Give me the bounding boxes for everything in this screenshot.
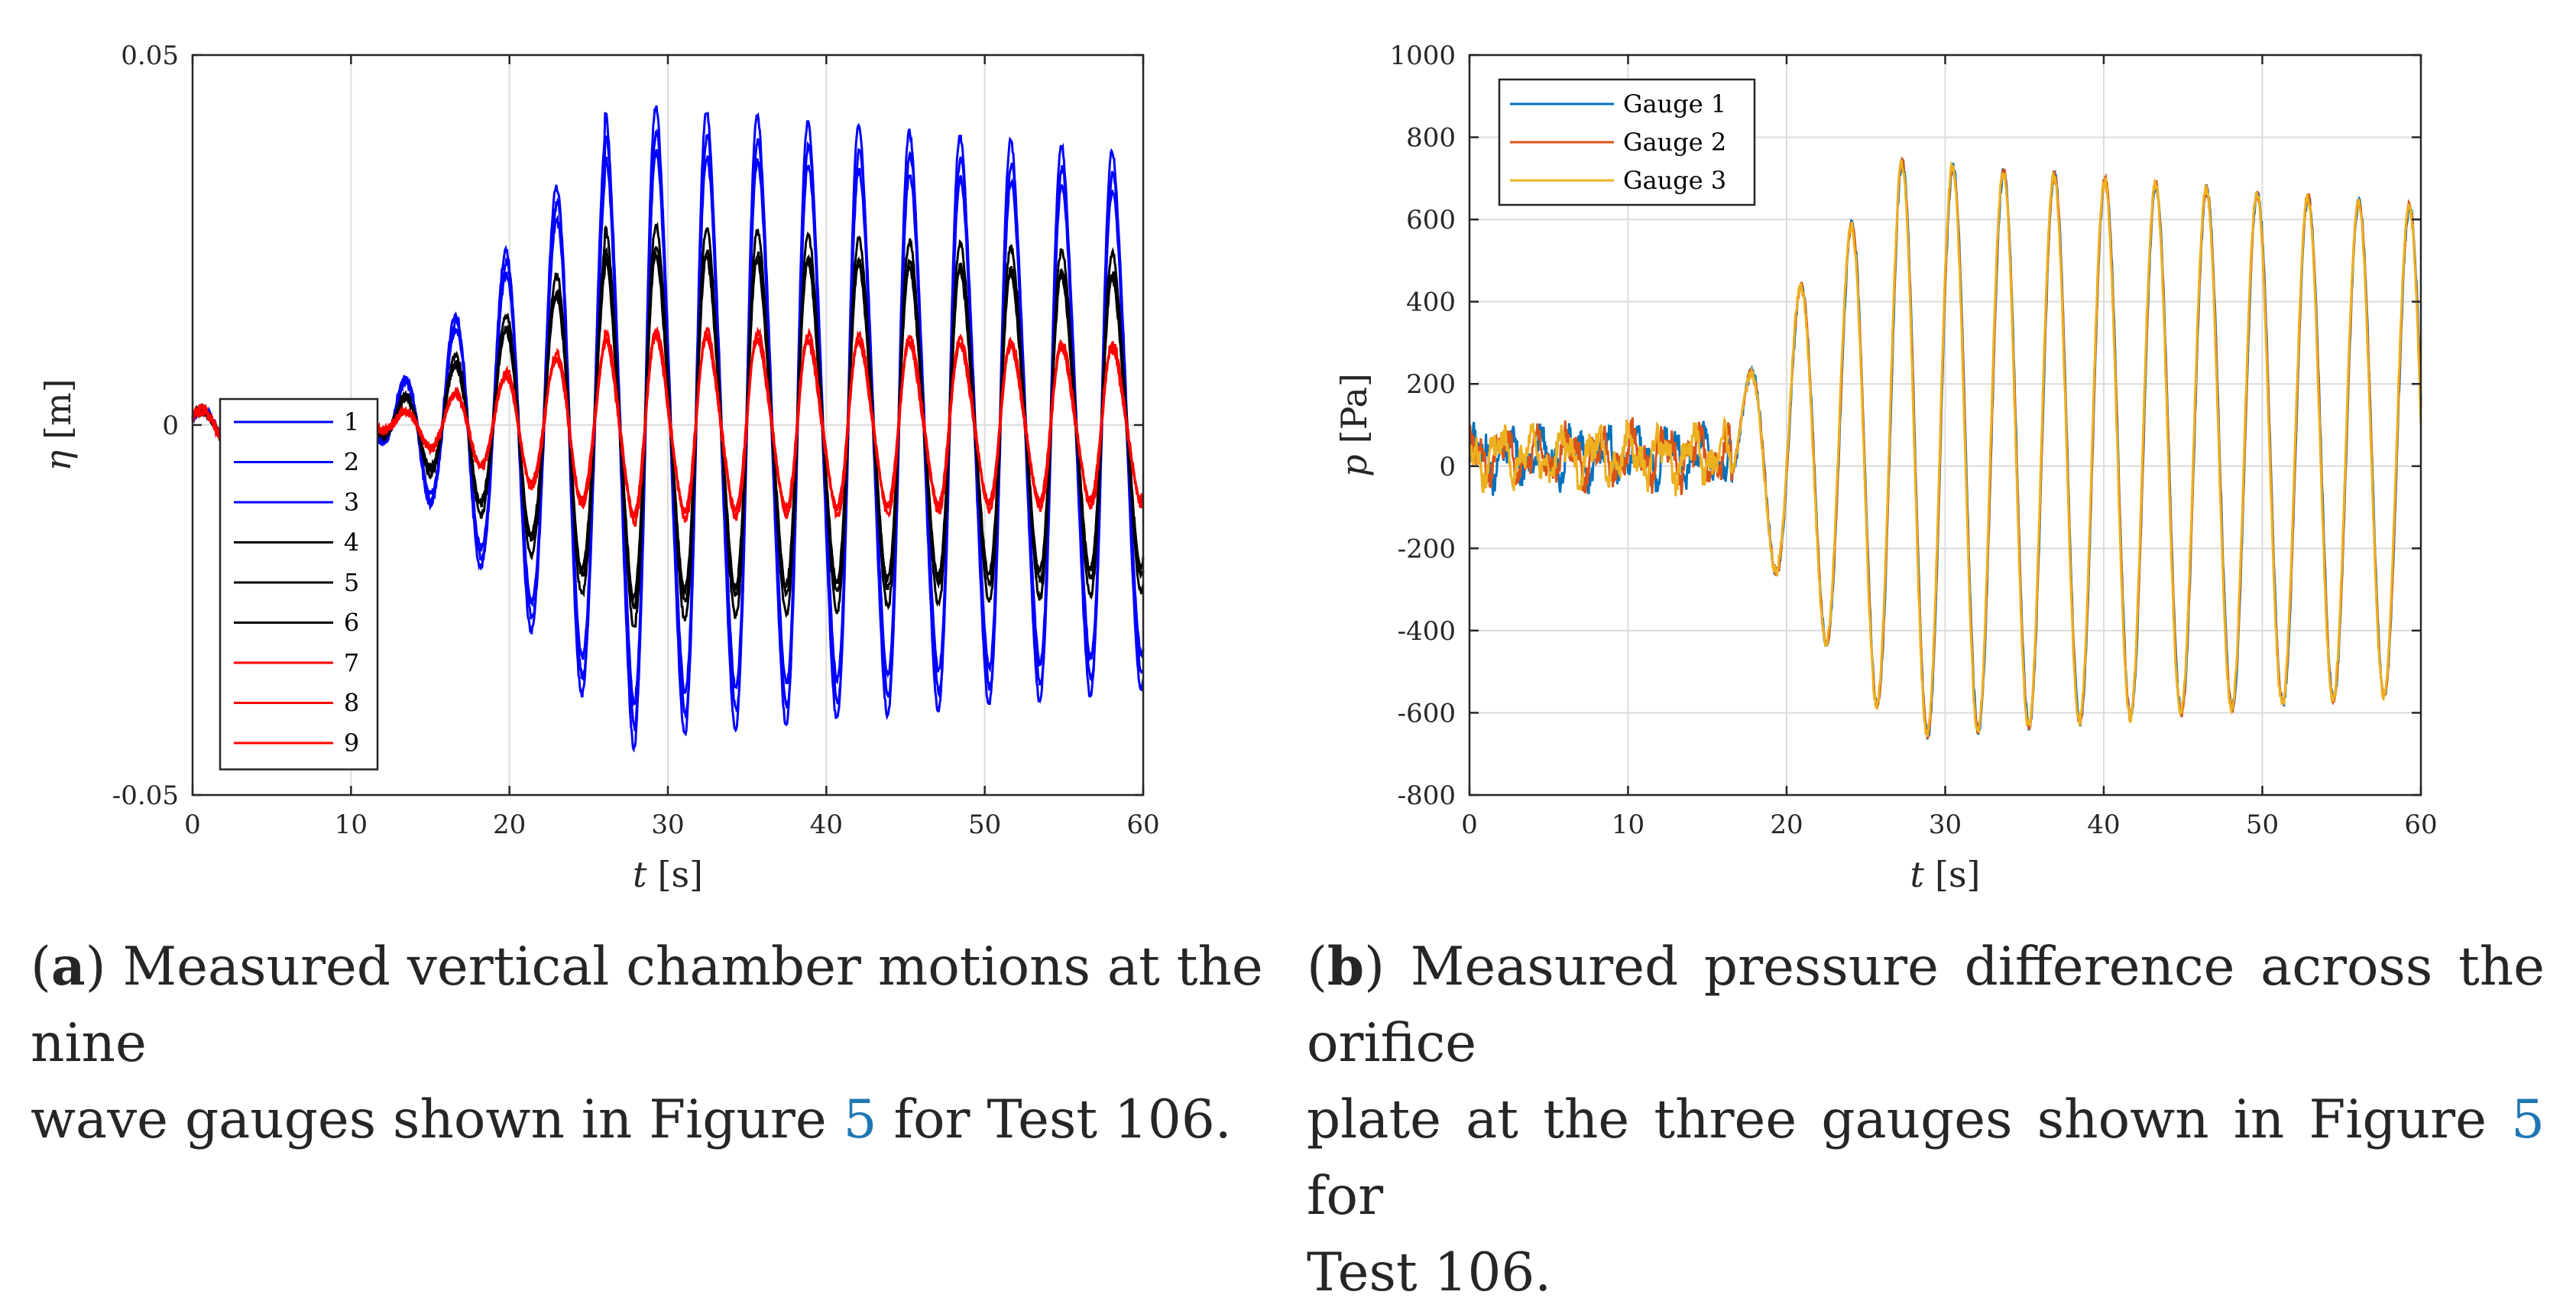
chart-a-y-axis-label: η[m]: [37, 378, 79, 471]
caption-b: (b) Measured pressure difference across …: [1307, 936, 2545, 1303]
x-tick-label: 20: [1770, 810, 1803, 840]
x-tick-label: 30: [651, 810, 684, 840]
legend-label-7: 7: [344, 648, 359, 677]
y-tick-label: 800: [1406, 123, 1456, 154]
y-tick-label: 0: [1439, 452, 1456, 482]
y-tick-label: 0: [162, 410, 179, 441]
legend-label-1: 1: [344, 407, 359, 436]
caption-b-line3: Test 106.: [1307, 1242, 1552, 1303]
chart-b-ticks: 0 10 20 30 40 50 60 -800 -600 -400 -200 0 200 400 600 8…: [1389, 41, 2437, 840]
x-tick-label: 40: [810, 810, 843, 840]
legend-label-gauge-2: Gauge 2: [1623, 128, 1726, 157]
x-tick-label: 30: [1929, 810, 1962, 840]
x-tick-label: 60: [2404, 810, 2437, 840]
y-tick-label: -800: [1398, 780, 1456, 811]
y-tick-label: 400: [1406, 287, 1456, 318]
legend-label-8: 8: [344, 689, 359, 718]
caption-a-label: a: [50, 936, 86, 998]
x-tick-label: 20: [493, 810, 526, 840]
x-tick-label: 50: [968, 810, 1001, 840]
x-tick-label: 50: [2246, 810, 2279, 840]
legend-label-2: 2: [344, 448, 359, 477]
x-tick-label: 10: [1612, 810, 1644, 840]
caption-a: (a) Measured vertical chamber motions at…: [31, 936, 1263, 1150]
legend-box: [219, 398, 379, 771]
series-line-gauge-3: [1468, 159, 2422, 738]
legend-label-6: 6: [344, 608, 359, 638]
x-tick-label: 10: [335, 810, 368, 840]
chart-b-y-axis-label: p[Pa]: [1333, 373, 1375, 477]
x-tick-label: 60: [1126, 810, 1159, 840]
legend-label-3: 3: [344, 488, 359, 517]
legend-label-gauge-1: Gauge 1: [1623, 89, 1726, 118]
legend-label-5: 5: [344, 568, 359, 597]
y-tick-label: -200: [1398, 534, 1456, 564]
y-tick-label: -400: [1398, 616, 1456, 647]
legend-label-9: 9: [344, 729, 359, 758]
y-tick-label: -600: [1398, 698, 1456, 729]
chart-a-legend: 1 2 3 4 5 6 7 8 9: [219, 398, 379, 771]
caption-a-line2-end: for Test 106.: [876, 1089, 1232, 1150]
y-tick-label: 1000: [1389, 41, 1456, 71]
chart-b-series: [1468, 156, 2422, 740]
legend-label-4: 4: [344, 528, 359, 557]
caption-a-line2: wave gauges shown in Figure: [31, 1089, 844, 1150]
caption-b-line1: Measured pressure difference across the …: [1307, 936, 2545, 1074]
y-tick-label: 200: [1406, 369, 1456, 400]
chart-a-x-axis-label: t [s]: [633, 854, 703, 895]
chart-b-legend: Gauge 1 Gauge 2 Gauge 3: [1498, 78, 1756, 206]
y-tick-label: 600: [1406, 205, 1456, 235]
chart-b-x-axis-label: t [s]: [1910, 854, 1981, 895]
y-tick-label: 0.05: [121, 41, 179, 71]
chart-b: 0 10 20 30 40 50 60 -800 -600 -400 -200 0 200 400 600 8…: [1333, 41, 2438, 895]
legend-label-gauge-3: Gauge 3: [1623, 166, 1726, 195]
x-tick-label: 40: [2087, 810, 2120, 840]
caption-b-line2-end: for: [1307, 1166, 1384, 1227]
x-tick-label: 0: [184, 810, 201, 840]
caption-a-figure-link[interactable]: 5: [843, 1089, 877, 1150]
caption-a-line1: Measured vertical chamber motions at the…: [31, 936, 1263, 1074]
x-tick-label: 0: [1461, 810, 1478, 840]
y-tick-label: -0.05: [112, 780, 179, 811]
caption-b-line2: plate at the three gauges shown in Figur…: [1307, 1089, 2512, 1150]
caption-b-figure-link[interactable]: 5: [2511, 1089, 2545, 1150]
caption-b-label: b: [1327, 936, 1365, 998]
